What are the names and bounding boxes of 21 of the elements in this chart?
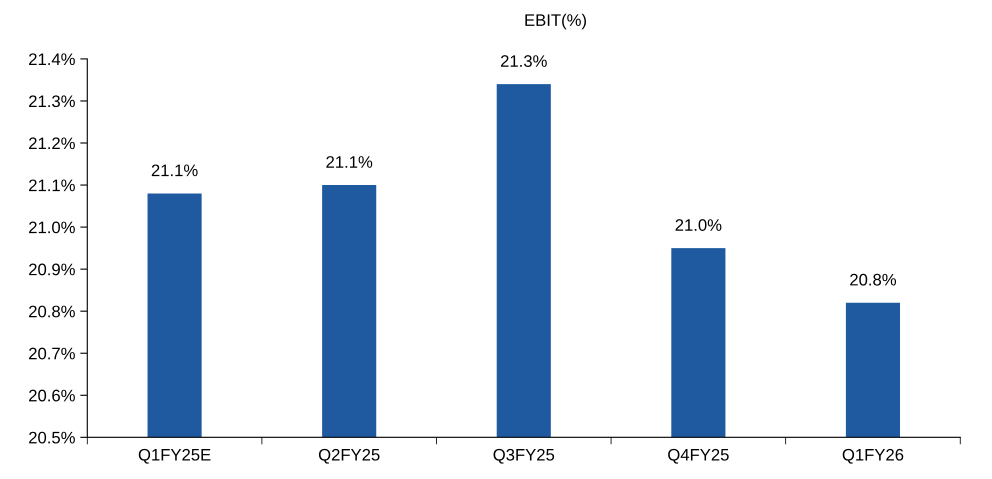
data-label: 21.1% bbox=[326, 156, 372, 168]
data-label: 20.8% bbox=[850, 274, 896, 286]
x-tick-label: Q3FY25 bbox=[494, 448, 554, 464]
y-tick-label: 21.2% bbox=[29, 137, 75, 150]
y-tick-label: 21.1% bbox=[29, 179, 75, 192]
x-tick-label: Q2FY25 bbox=[318, 448, 380, 464]
y-tick-label: 20.6% bbox=[29, 390, 75, 402]
y-tick-label: 20.9% bbox=[29, 264, 75, 276]
x-tick-label: Q4FY25 bbox=[668, 448, 729, 464]
data-label: 21.3% bbox=[500, 55, 547, 67]
y-tick-label: 20.8% bbox=[29, 306, 75, 318]
data-label: 21.1% bbox=[152, 164, 198, 176]
x-tick-label: Q1FY26 bbox=[842, 448, 904, 464]
x-tick-label: Q1FY25E bbox=[138, 448, 210, 464]
y-tick-label: 20.5% bbox=[29, 432, 75, 444]
data-label: 21.0% bbox=[676, 219, 722, 231]
y-tick-label: 21.0% bbox=[29, 222, 75, 234]
y-tick-label: 21.4% bbox=[29, 53, 75, 66]
chart-title: EBIT(%) bbox=[525, 14, 586, 30]
y-tick-label: 20.7% bbox=[29, 348, 75, 360]
y-tick-label: 21.3% bbox=[29, 95, 75, 108]
